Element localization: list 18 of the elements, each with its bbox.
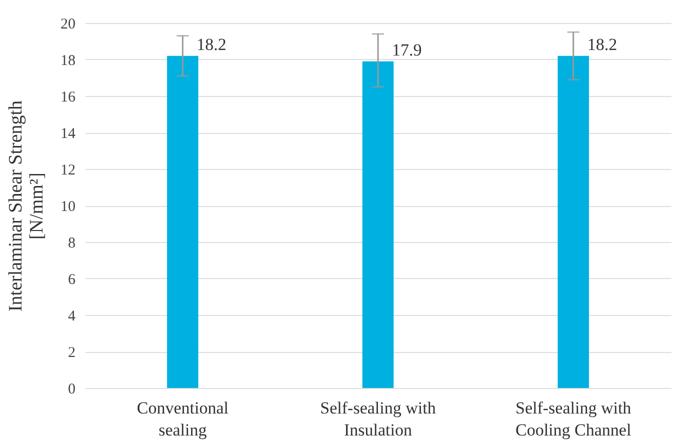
x-tick-label: Self-sealing with Insulation	[320, 398, 436, 440]
data-label: 18.2	[196, 34, 226, 54]
y-tick-label: 14	[60, 126, 76, 142]
y-tick-label: 12	[60, 162, 76, 178]
x-tick-label: Self-sealing with Cooling Channel	[515, 398, 632, 440]
y-tick-label: 8	[68, 236, 76, 252]
y-tick-label: 0	[68, 382, 76, 398]
x-tick-label: Conventional sealing	[136, 398, 229, 440]
y-tick-label: 4	[68, 308, 76, 324]
data-label: 18.2	[587, 34, 618, 54]
y-axis-title: Interlaminar Shear Strength [N/mm²]	[6, 100, 48, 312]
data-label: 17.9	[392, 40, 422, 60]
y-tick-label: 16	[60, 90, 76, 106]
y-tick-label: 20	[60, 16, 76, 32]
y-tick-label: 2	[68, 345, 76, 361]
y-tick-label: 18	[60, 53, 76, 69]
y-tick-label: 6	[68, 272, 76, 288]
y-tick-label: 10	[60, 199, 76, 215]
